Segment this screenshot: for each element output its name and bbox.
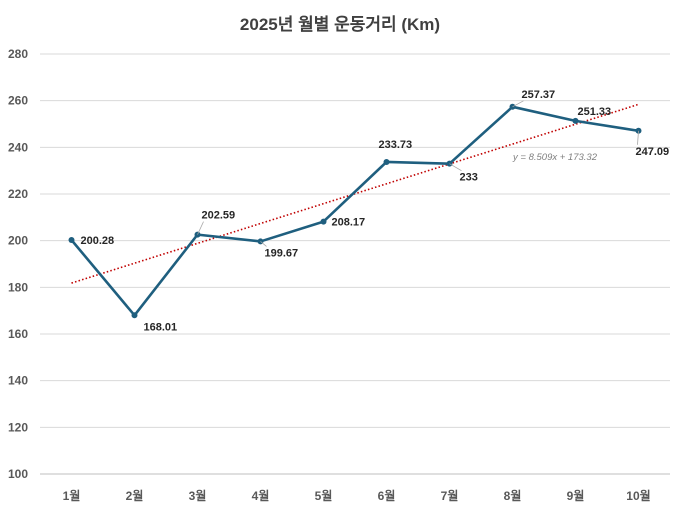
y-tick-label: 160 xyxy=(8,327,28,341)
data-label: 199.67 xyxy=(265,247,299,259)
data-label: 200.28 xyxy=(81,235,115,247)
y-tick-label: 140 xyxy=(8,374,28,388)
data-labels: 200.28 168.01 202.59 199.67 208.17 233.73 233 2… xyxy=(81,89,670,334)
x-tick-label: 7월 xyxy=(441,488,459,503)
data-point xyxy=(572,117,579,124)
series-group xyxy=(68,103,642,319)
data-label: 257.37 xyxy=(522,89,556,101)
x-tick-label: 6월 xyxy=(378,488,396,503)
leader-line xyxy=(637,130,639,145)
x-tick-label: 4월 xyxy=(252,488,270,503)
gridlines xyxy=(40,53,670,475)
trendline-equation: y = 8.509x + 173.32 xyxy=(512,152,598,163)
trendline-group: y = 8.509x + 173.32 xyxy=(71,103,639,284)
data-point xyxy=(320,218,327,225)
data-label: 202.59 xyxy=(202,210,236,222)
leader-line xyxy=(449,163,462,172)
y-tick-label: 120 xyxy=(8,420,28,434)
data-point xyxy=(68,237,75,244)
leader-line xyxy=(512,100,524,108)
x-axis-ticks: 1월 2월 3월 4월 5월 6월 7월 8월 9월 10월 xyxy=(63,488,651,503)
y-tick-label: 200 xyxy=(8,234,28,248)
y-tick-label: 220 xyxy=(8,187,28,201)
y-axis-ticks: 100 120 140 160 180 200 220 240 260 280 xyxy=(8,47,28,481)
chart-title: 2025년 월별 운동거리 (Km) xyxy=(240,15,440,34)
leader-line xyxy=(260,241,267,247)
y-tick-label: 280 xyxy=(8,47,28,61)
leader-line xyxy=(197,221,204,235)
data-label: 251.33 xyxy=(578,106,612,118)
y-tick-label: 100 xyxy=(8,467,28,481)
x-tick-label: 3월 xyxy=(189,488,207,503)
y-tick-label: 260 xyxy=(8,94,28,108)
x-tick-label: 10월 xyxy=(626,488,650,503)
trendline xyxy=(71,103,639,284)
data-point xyxy=(383,158,390,165)
data-label: 233 xyxy=(460,172,478,184)
data-label: 233.73 xyxy=(379,139,413,151)
y-tick-label: 180 xyxy=(8,280,28,294)
data-label: 168.01 xyxy=(144,321,178,333)
x-tick-label: 2월 xyxy=(126,488,144,503)
x-tick-label: 5월 xyxy=(315,488,333,503)
series-line xyxy=(70,105,639,317)
data-label: 208.17 xyxy=(332,217,366,229)
x-tick-label: 8월 xyxy=(504,488,522,503)
data-label: 247.09 xyxy=(636,146,670,158)
data-point xyxy=(131,312,138,319)
x-tick-label: 9월 xyxy=(567,488,585,503)
y-tick-label: 240 xyxy=(8,140,28,154)
x-tick-label: 1월 xyxy=(63,488,81,503)
